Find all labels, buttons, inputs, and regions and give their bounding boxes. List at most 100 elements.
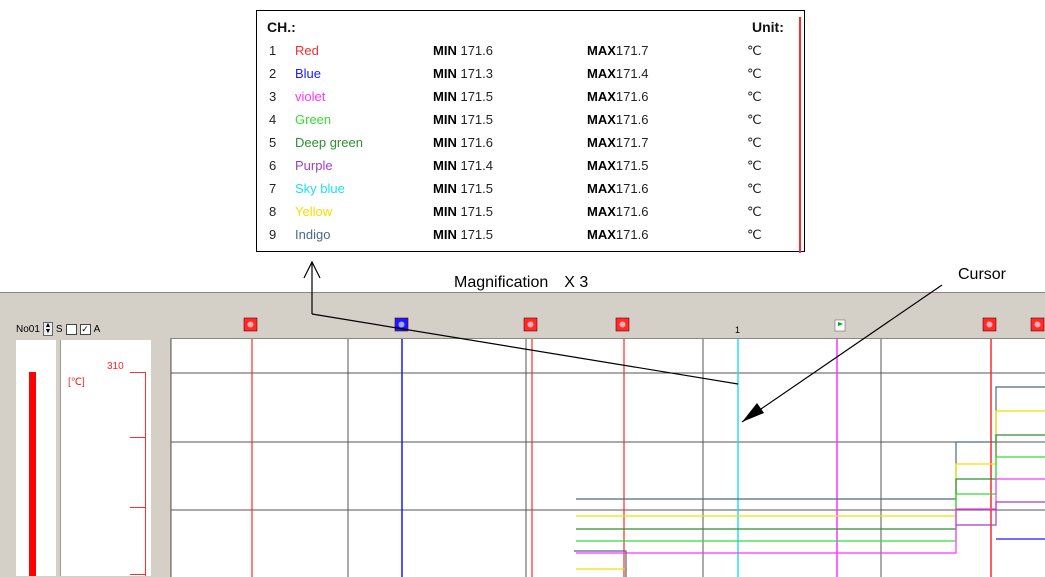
min-value: 171.5 [460,227,494,242]
channel-max: MAX171.6 [587,204,648,219]
min-value: 171.3 [460,66,494,81]
level-gauge-fill [29,372,36,576]
channel-id: No01 [16,323,40,335]
min-value: 171.5 [460,89,494,104]
scale-top-value: 310 [107,361,124,372]
channel-min: MIN 171.3 [433,66,493,81]
a-label: A [93,323,101,335]
channel-unit: ℃ [747,227,762,242]
channel-unit: ℃ [747,89,762,104]
cursor-caption: Cursor [958,266,1007,283]
min-label: MIN [433,66,457,81]
min-label: MIN [433,112,457,127]
channel-max: MAX171.7 [587,43,648,58]
max-value: 171.5 [615,158,649,173]
channel-max: MAX171.6 [587,112,648,127]
channel-row: 6 Purple MIN 171.4 MAX171.5 ℃ [257,158,797,181]
max-value: 171.7 [615,135,649,150]
unit-header: Unit: [752,19,784,35]
channel-min: MIN 171.5 [433,204,493,219]
s-checkbox-icon[interactable] [65,323,77,335]
channel-name: Deep green [295,135,363,150]
channel-unit: ℃ [747,43,762,58]
channel-row: 3 violet MIN 171.5 MAX171.6 ℃ [257,89,797,112]
channel-toolbar: No01 ▲ ▼ S ✓ A [16,321,100,337]
scale-tick [130,437,146,438]
channel-min: MIN 171.5 [433,227,493,242]
channel-max: MAX171.6 [587,227,648,242]
channel-min: MIN 171.5 [433,112,493,127]
min-value: 171.5 [460,204,494,219]
trace-line [576,434,1045,530]
min-value: 171.6 [460,43,494,58]
unit-label: [℃] [68,377,85,388]
channel-row: 1 Red MIN 171.6 MAX171.7 ℃ [257,43,797,66]
channel-name: Blue [295,66,322,81]
level-gauge [16,340,56,576]
spin-up-icon[interactable]: ▲ ▼ [42,322,53,336]
channel-number: 1 [269,43,277,58]
channel-row: 2 Blue MIN 171.3 MAX171.4 ℃ [257,66,797,89]
channel-unit: ℃ [747,135,762,150]
trace-line [576,478,1045,554]
channel-max: MAX171.4 [587,66,648,81]
channel-name: Purple [295,158,333,173]
magnified-channel-panel: CH.: Unit: 1 Red MIN 171.6 MAX171.7 ℃ 2 Blue MI… [256,10,805,253]
min-label: MIN [433,43,457,58]
channel-number: 2 [269,66,277,81]
max-value: 171.6 [615,89,649,104]
channel-row: 9 Indigo MIN 171.5 MAX171.6 ℃ [257,227,797,250]
channel-number: 9 [269,227,277,242]
min-label: MIN [433,227,457,242]
channel-number: 4 [269,112,277,127]
trace-line [576,410,1045,517]
min-value: 171.5 [460,112,494,127]
arrow-head-icon [303,260,321,279]
channel-unit: ℃ [747,204,762,219]
trace-line [576,456,1045,542]
channel-max: MAX171.5 [587,158,648,173]
channel-name: Red [295,43,319,58]
trend-chart-svg [171,339,1045,577]
max-label: MAX [587,66,616,81]
channel-min: MIN 171.5 [433,89,493,104]
channel-number: 3 [269,89,277,104]
trace-line [956,501,1045,526]
channel-row: 8 Yellow MIN 171.5 MAX171.6 ℃ [257,204,797,227]
scale-axis [145,372,146,576]
min-label: MIN [433,89,457,104]
trace-line [576,386,1045,500]
channel-row: 5 Deep green MIN 171.6 MAX171.7 ℃ [257,135,797,158]
trend-chart[interactable] [170,338,1045,577]
magnification-caption: Magnification X 3 [454,274,589,291]
max-value: 171.6 [615,204,649,219]
channel-unit: ℃ [747,158,762,173]
channel-max: MAX171.7 [587,135,648,150]
max-label: MAX [587,227,616,242]
max-label: MAX [587,43,616,58]
channel-name: violet [295,89,326,104]
checkbox-icon[interactable]: ✓ [79,323,91,335]
min-label: MIN [433,135,457,150]
channel-min: MIN 171.6 [433,43,493,58]
channel-max: MAX171.6 [587,181,648,196]
channel-min: MIN 171.4 [433,158,493,173]
min-label: MIN [433,158,457,173]
scale-tick [130,574,146,575]
min-value: 171.6 [460,135,494,150]
min-value: 171.5 [460,181,494,196]
channel-min: MIN 171.6 [433,135,493,150]
channel-header: CH.: [267,19,296,35]
channel-name: Sky blue [295,181,345,196]
max-value: 171.4 [615,66,649,81]
channel-name: Green [295,112,332,127]
min-label: MIN [433,204,457,219]
channel-min: MIN 171.5 [433,181,493,196]
max-value: 171.7 [615,43,649,58]
max-label: MAX [587,158,616,173]
channel-number: 8 [269,204,277,219]
min-value: 171.4 [460,158,494,173]
max-label: MAX [587,112,616,127]
max-label: MAX [587,135,616,150]
channel-number: 5 [269,135,277,150]
